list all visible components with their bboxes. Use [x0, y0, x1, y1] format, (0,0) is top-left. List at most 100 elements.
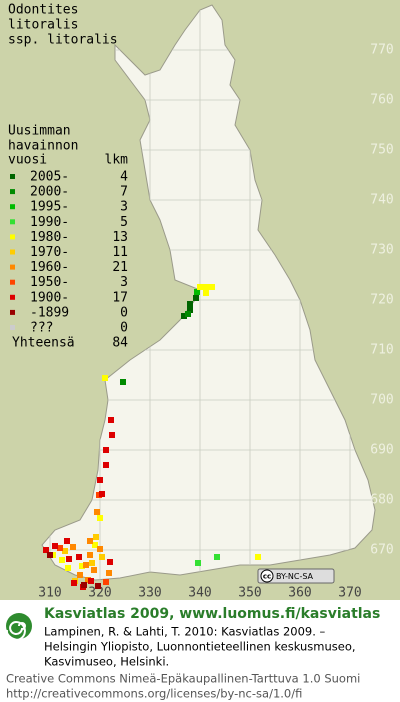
- legend-count: 17: [112, 290, 128, 305]
- observation-square: [87, 538, 93, 544]
- legend-swatch: [10, 204, 15, 210]
- legend-label: 1990-: [30, 215, 69, 230]
- observation-square: [120, 379, 126, 385]
- legend-count-header: lkm: [105, 153, 129, 168]
- x-tick-label: 330: [138, 586, 161, 601]
- legend-label: 1960-: [30, 260, 69, 275]
- citation-line: Helsingin Yliopisto, Luonnontieteellinen…: [44, 640, 356, 654]
- observation-square: [197, 284, 203, 290]
- x-tick-label: 340: [188, 586, 211, 601]
- footer-headline: Kasviatlas 2009, www.luomus.fi/kasviatla…: [44, 606, 380, 622]
- legend-count: 5: [120, 215, 128, 230]
- map-title: litoralis: [8, 18, 78, 33]
- observation-square: [214, 554, 220, 560]
- observation-square: [88, 578, 94, 584]
- y-tick-label: 740: [370, 193, 393, 208]
- license-badge: cc BY-NC-SA: [257, 568, 335, 584]
- observation-square: [185, 311, 191, 317]
- y-tick-label: 690: [370, 443, 393, 458]
- observation-square: [187, 307, 193, 313]
- legend-swatch: [10, 174, 15, 179]
- observation-square: [181, 313, 187, 319]
- legend-swatch: [10, 264, 15, 270]
- map-title: ssp. litoralis: [8, 33, 118, 48]
- observation-square: [209, 284, 215, 290]
- observation-square: [203, 284, 209, 290]
- observation-square: [43, 547, 49, 553]
- legend-count: 4: [120, 170, 128, 185]
- observation-square: [64, 538, 70, 544]
- observation-square: [59, 557, 65, 563]
- observation-square: [87, 552, 93, 558]
- y-tick-label: 670: [370, 543, 393, 558]
- y-tick-label: 770: [370, 43, 393, 58]
- legend-label: 2000-: [30, 185, 69, 200]
- legend-count: 13: [112, 230, 128, 245]
- legend-count: 11: [112, 245, 128, 260]
- y-tick-label: 730: [370, 243, 393, 258]
- observation-square: [109, 432, 115, 438]
- observation-square: [92, 542, 98, 548]
- observation-square: [103, 579, 109, 585]
- observation-square: [94, 509, 100, 515]
- observation-square: [95, 583, 101, 589]
- legend-count: 3: [120, 275, 128, 290]
- y-tick-label: 750: [370, 143, 393, 158]
- logo-spiral: [5, 620, 26, 641]
- observation-square: [195, 560, 201, 566]
- observation-square: [65, 565, 71, 571]
- observation-square: [91, 567, 97, 573]
- observation-square: [47, 552, 53, 558]
- legend-label: 1900-: [30, 290, 69, 305]
- observation-square: [194, 289, 200, 295]
- legend-count: 7: [120, 185, 128, 200]
- observation-square: [99, 491, 105, 497]
- legend-total: 84: [112, 336, 128, 351]
- legend-swatch: [10, 279, 15, 285]
- observation-square: [62, 548, 68, 554]
- cc-circle: [260, 569, 274, 583]
- observation-square: [193, 295, 199, 301]
- observation-square: [255, 554, 261, 560]
- snail-logo: [5, 613, 32, 641]
- observation-square: [106, 570, 112, 576]
- legend-heading: Uusimman: [8, 124, 71, 139]
- observation-square: [52, 543, 58, 549]
- legend-total-label: Yhteensä: [12, 336, 75, 351]
- y-tick-label: 720: [370, 293, 393, 308]
- legend-count: 21: [112, 260, 128, 275]
- x-tick-label: 360: [288, 586, 311, 601]
- legend-label: 1950-: [30, 275, 69, 290]
- observation-square: [89, 560, 95, 566]
- x-tick-label: 310: [38, 586, 61, 601]
- observation-square: [77, 572, 83, 578]
- badge-frame: [257, 568, 335, 584]
- legend-label: 1970-: [30, 245, 69, 260]
- legend-swatch: [10, 249, 15, 255]
- y-tick-label: 700: [370, 393, 393, 408]
- y-tick-label: 710: [370, 343, 393, 358]
- citation-line: Kasvimuseo, Helsinki.: [44, 655, 169, 669]
- x-tick-label: 350: [238, 586, 261, 601]
- legend-label: ???: [30, 321, 53, 336]
- legend-label: 2005-: [30, 170, 69, 185]
- legend-heading: havainnon: [8, 139, 78, 154]
- license-line: Creative Commons Nimeä-Epäkaupallinen-Ta…: [6, 672, 360, 686]
- observation-square: [187, 301, 193, 307]
- legend-swatch: [10, 294, 15, 300]
- observation-square: [76, 554, 82, 560]
- legend-swatch: [10, 325, 15, 330]
- citation-line: Lampinen, R. & Lahti, T. 2010: Kasviatla…: [44, 625, 326, 639]
- legend-label: -1899: [30, 305, 69, 320]
- observation-square: [79, 563, 85, 569]
- x-tick-label: 320: [88, 586, 111, 601]
- map-title: Odontites: [8, 3, 78, 18]
- legend-count: 0: [120, 321, 128, 336]
- legend-swatch: [10, 309, 15, 315]
- observation-square: [97, 546, 103, 552]
- legend-count: 3: [120, 200, 128, 215]
- y-tick-label: 760: [370, 93, 393, 108]
